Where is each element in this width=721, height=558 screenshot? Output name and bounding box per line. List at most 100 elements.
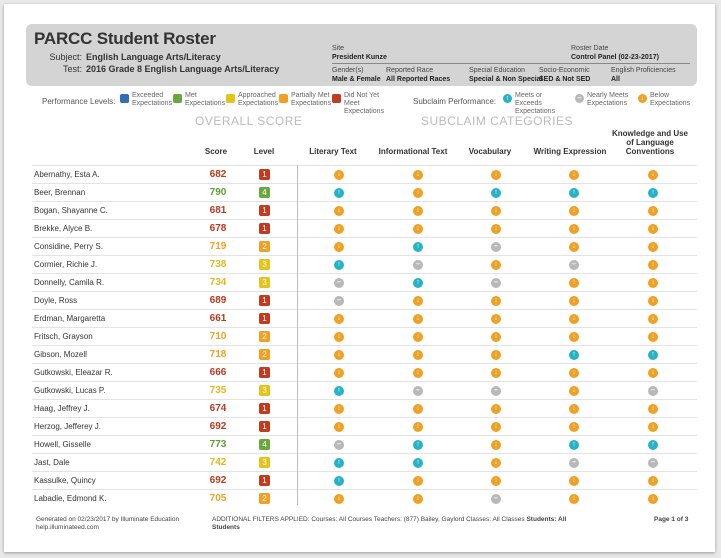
elp-label: English Proficiencies [611, 67, 676, 74]
down-arrow-icon: ↓ [648, 332, 658, 342]
literary-column-header: Literary Text [309, 147, 357, 156]
legend-level-partially-met: Partially Met Expectations [279, 92, 333, 108]
student-score: 678 [209, 223, 227, 234]
down-arrow-icon: ↓ [648, 476, 658, 486]
legend-level-label: Approached Expectations [238, 92, 279, 107]
knowledge-column-header: Knowledge and Use of Language Convention… [611, 129, 688, 156]
legend-subclaim-nearly: – Nearly Meets Expectations [575, 92, 629, 108]
level-badge: 1 [259, 295, 270, 306]
down-arrow-icon: ↓ [648, 404, 658, 414]
table-row: Jast, Dale 742 3 ↑ ↑ ↓ – – [32, 453, 697, 471]
down-arrow-icon: ↓ [413, 476, 423, 486]
level-badge: 1 [259, 367, 270, 378]
student-name[interactable]: Erdman, Margaretta [34, 314, 106, 323]
level-badge: 1 [259, 421, 270, 432]
student-name[interactable]: Kassulke, Quincy [34, 476, 96, 485]
student-score: 692 [209, 421, 227, 432]
student-score: 666 [209, 367, 227, 378]
table-row: Cormier, Richie J. 738 3 ↑ – ↓ – ↓ [32, 255, 697, 273]
table-row: Beer, Brennan 790 4 ↑ ↓ ↑ ↑ ↑ [32, 183, 697, 201]
student-name[interactable]: Herzog, Jefferey J. [34, 422, 101, 431]
footer-generated: Generated on 02/23/2017 by Illuminate Ed… [36, 516, 179, 532]
level-badge: 1 [259, 475, 270, 486]
student-name[interactable]: Haag, Jeffrey J. [34, 404, 90, 413]
down-arrow-icon: ↓ [569, 368, 579, 378]
table-row: Fritsch, Grayson 710 2 ↓ ↓ ↓ ↓ ↓ [32, 327, 697, 345]
subject-label: Subject: [49, 52, 82, 62]
student-score: 705 [209, 493, 227, 504]
student-name[interactable]: Gutkowski, Lucas P. [34, 386, 106, 395]
exceeded-swatch [120, 94, 129, 103]
down-arrow-icon: ↓ [569, 224, 579, 234]
student-name[interactable]: Abernathy, Esta A. [34, 170, 100, 179]
student-name[interactable]: Bogan, Shayanne C. [34, 206, 108, 215]
dash-icon: – [413, 386, 423, 396]
down-arrow-icon: ↓ [413, 368, 423, 378]
down-arrow-icon: ↓ [491, 440, 501, 450]
table-row: Abernathy, Esta A. 682 1 ↓ ↓ ↓ ↓ ↓ [32, 165, 697, 183]
student-name[interactable]: Fritsch, Grayson [34, 332, 93, 341]
up-arrow-icon: ↑ [648, 350, 658, 360]
up-arrow-icon: ↑ [569, 188, 579, 198]
student-name[interactable]: Jast, Dale [34, 458, 70, 467]
student-score: 735 [209, 385, 227, 396]
student-name[interactable]: Beer, Brennan [34, 188, 86, 197]
down-arrow-icon: ↓ [491, 476, 501, 486]
down-arrow-icon: ↓ [413, 188, 423, 198]
filters-teachers: Teachers: (877) Bailey, Gaylord [373, 516, 465, 523]
down-arrow-icon: ↓ [491, 296, 501, 306]
table-row: Doyle, Ross 689 1 – ↓ ↓ ↓ ↓ [32, 291, 697, 309]
student-name[interactable]: Gibson, Mozell [34, 350, 87, 359]
level-badge: 1 [259, 205, 270, 216]
footer-filters: ADDITIONAL FILTERS APPLIED: Courses: All… [212, 516, 572, 532]
sped-label: Special Education [469, 67, 526, 74]
legend-level-approached: Approached Expectations [226, 92, 280, 108]
down-arrow-icon: ↓ [648, 260, 658, 270]
student-name[interactable]: Considine, Perry S. [34, 242, 103, 251]
not-met-swatch [332, 94, 341, 103]
race-label: Reported Race [386, 67, 434, 74]
student-score: 689 [209, 295, 227, 306]
down-arrow-icon: ↓ [569, 476, 579, 486]
gender-label: Gender(s) [332, 67, 364, 74]
legend-subclaim-label: Meets or Exceeds Expectations [515, 92, 556, 115]
student-name[interactable]: Cormier, Richie J. [34, 260, 98, 269]
filters-classes: Classes: All Classes [466, 516, 525, 523]
legend-level-label: Exceeded Expectations [132, 92, 173, 107]
student-score: 681 [209, 205, 227, 216]
score-column-header: Score [204, 147, 228, 156]
subject-value: English Language Arts/Literacy [86, 52, 221, 62]
elp-field: English Proficiencies All [611, 66, 676, 84]
down-arrow-icon: ↓ [569, 404, 579, 414]
level-badge: 1 [259, 169, 270, 180]
student-name[interactable]: Gutkowski, Eleazar R. [34, 368, 113, 377]
student-score: 773 [209, 439, 227, 450]
sped-field: Special Education Special & Non Special [469, 66, 543, 84]
down-arrow-icon: ↓ [648, 206, 658, 216]
table-row: Labadie, Edmond K. 705 2 ↓ ↓ – ↓ ↓ [32, 489, 697, 507]
down-arrow-icon: ↓ [334, 332, 344, 342]
roster-date-label: Roster Date [571, 45, 609, 52]
legend-level-label: Partially Met Expectations [291, 92, 332, 107]
informational-column-header: Informational Text [378, 147, 448, 156]
roster-date-value: Control Panel (02-23-2017) [571, 54, 659, 61]
student-name[interactable]: Brekke, Alyce B. [34, 224, 93, 233]
vocabulary-column-header: Vocabulary [468, 147, 512, 156]
down-arrow-icon: ↓ [491, 350, 501, 360]
legend-level-not-met: Did Not Yet Meet Expectations [332, 92, 396, 116]
dash-icon: – [334, 278, 344, 288]
down-arrow-icon: ↓ [638, 94, 647, 103]
help-link[interactable]: help.illuminateed.com [36, 524, 99, 531]
student-name[interactable]: Howell, Gisselle [34, 440, 91, 449]
filters-courses: Courses: All Courses [311, 516, 373, 523]
subclaim-legend-title: Subclaim Performance: [413, 97, 497, 106]
student-score: 710 [209, 331, 227, 342]
student-name[interactable]: Labadie, Edmond K. [34, 494, 107, 503]
up-arrow-icon: ↑ [334, 386, 344, 396]
test-row: Test: 2016 Grade 8 English Language Arts/… [26, 64, 279, 74]
down-arrow-icon: ↓ [334, 170, 344, 180]
student-name[interactable]: Donnelly, Camila R. [34, 278, 105, 287]
down-arrow-icon: ↓ [491, 260, 501, 270]
student-score: 661 [209, 313, 227, 324]
student-name[interactable]: Doyle, Ross [34, 296, 78, 305]
